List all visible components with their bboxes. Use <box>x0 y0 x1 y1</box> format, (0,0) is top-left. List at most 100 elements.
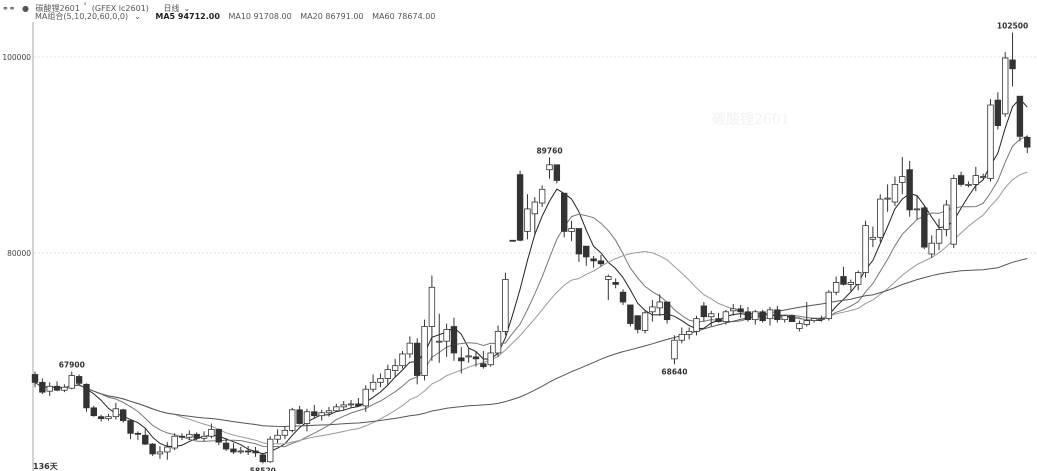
candle-body <box>899 176 906 183</box>
period-select[interactable]: 日线 ⌄ <box>163 4 194 13</box>
candle-body <box>377 378 384 383</box>
ma-legend: MA组合(5,10,20,60,0,0) ⌄ MA5 94712.00 MA10 … <box>35 11 441 23</box>
symbol-suffix: ⁸ <box>83 2 87 9</box>
candle-body <box>744 311 752 321</box>
candle <box>979 173 987 180</box>
candle-body <box>568 228 575 232</box>
candle <box>855 270 862 291</box>
candle-body <box>781 315 788 321</box>
candle <box>913 195 921 220</box>
candle <box>436 313 443 363</box>
candle <box>847 279 855 292</box>
candle <box>413 338 421 385</box>
candle <box>590 255 597 268</box>
candle-body <box>722 311 730 322</box>
candle-body <box>796 323 803 329</box>
candle-body <box>230 448 237 453</box>
candle-body <box>921 207 928 248</box>
candle-body <box>649 306 656 313</box>
candle-body <box>516 174 524 241</box>
candle-body <box>708 313 715 318</box>
candle-body <box>590 258 597 262</box>
candle <box>685 327 693 340</box>
candle-body <box>678 333 685 341</box>
ma-group-select[interactable]: MA组合(5,10,20,60,0,0) ⌄ <box>35 12 147 21</box>
candle <box>134 431 142 441</box>
candle-body <box>884 197 891 200</box>
candle <box>921 205 928 250</box>
candle <box>832 276 840 296</box>
candle <box>774 305 781 323</box>
candle <box>531 197 538 236</box>
candle <box>311 404 318 419</box>
candle-body <box>730 308 737 312</box>
candle-body <box>384 369 391 379</box>
candle <box>987 99 994 182</box>
candle <box>68 371 75 390</box>
candle <box>524 194 531 240</box>
candle <box>1016 95 1024 142</box>
candle <box>906 160 913 217</box>
candle <box>1002 52 1009 117</box>
candle <box>83 383 90 412</box>
candle-body <box>259 454 267 463</box>
candle <box>803 302 810 327</box>
candle-body <box>583 245 590 258</box>
candle <box>700 302 708 322</box>
candle <box>818 315 825 322</box>
candle-body <box>274 434 281 440</box>
candle <box>612 278 619 289</box>
candle-body <box>333 406 340 412</box>
candle <box>46 382 53 397</box>
candle-body <box>928 242 935 255</box>
candle-body <box>774 309 781 321</box>
candle-body <box>693 318 700 332</box>
candle-body <box>31 374 39 383</box>
candle-body <box>1009 59 1016 70</box>
candle-body <box>465 355 472 358</box>
candle <box>90 405 97 417</box>
ma60-value: MA60 78674.00 <box>372 12 436 21</box>
candle <box>1024 135 1031 154</box>
y-tick-label: 100000 <box>2 53 31 62</box>
candle-body <box>97 416 105 420</box>
candle-body <box>943 204 950 230</box>
candle <box>142 428 149 446</box>
candle <box>744 306 752 322</box>
candle-body <box>935 229 943 244</box>
candle-body <box>318 412 325 417</box>
candle <box>296 405 303 425</box>
candle <box>281 426 289 440</box>
candle <box>891 176 899 206</box>
chevron-down-icon: ⌄ <box>183 3 191 13</box>
candle <box>693 315 700 336</box>
candle-body <box>90 407 97 417</box>
candle <box>730 303 737 316</box>
candle-body <box>627 304 634 324</box>
candle <box>627 304 634 327</box>
candle-body <box>120 409 127 421</box>
candle <box>274 429 281 444</box>
candle <box>458 347 465 374</box>
candle-body <box>972 175 979 185</box>
candle-body <box>494 330 502 354</box>
candle <box>487 345 494 367</box>
symbol-name: 碳酸锂2601 <box>35 3 80 13</box>
candle-body <box>553 164 561 181</box>
candle <box>480 351 487 369</box>
watermark: 碳酸锂2601 <box>712 112 790 128</box>
candle <box>340 400 347 410</box>
y-tick-label: 80000 <box>7 249 31 258</box>
link-icon[interactable]: ⚭⚭ <box>2 3 16 13</box>
candle <box>619 289 627 305</box>
ma5-value: MA5 94712.00 <box>155 12 220 21</box>
candle-body <box>957 175 965 185</box>
candle <box>149 443 156 456</box>
candle <box>369 374 377 393</box>
candle-body <box>178 435 186 438</box>
candle-body <box>752 311 759 321</box>
candle <box>428 275 436 361</box>
candle <box>333 403 340 412</box>
ma20-value: MA20 86791.00 <box>300 12 364 21</box>
